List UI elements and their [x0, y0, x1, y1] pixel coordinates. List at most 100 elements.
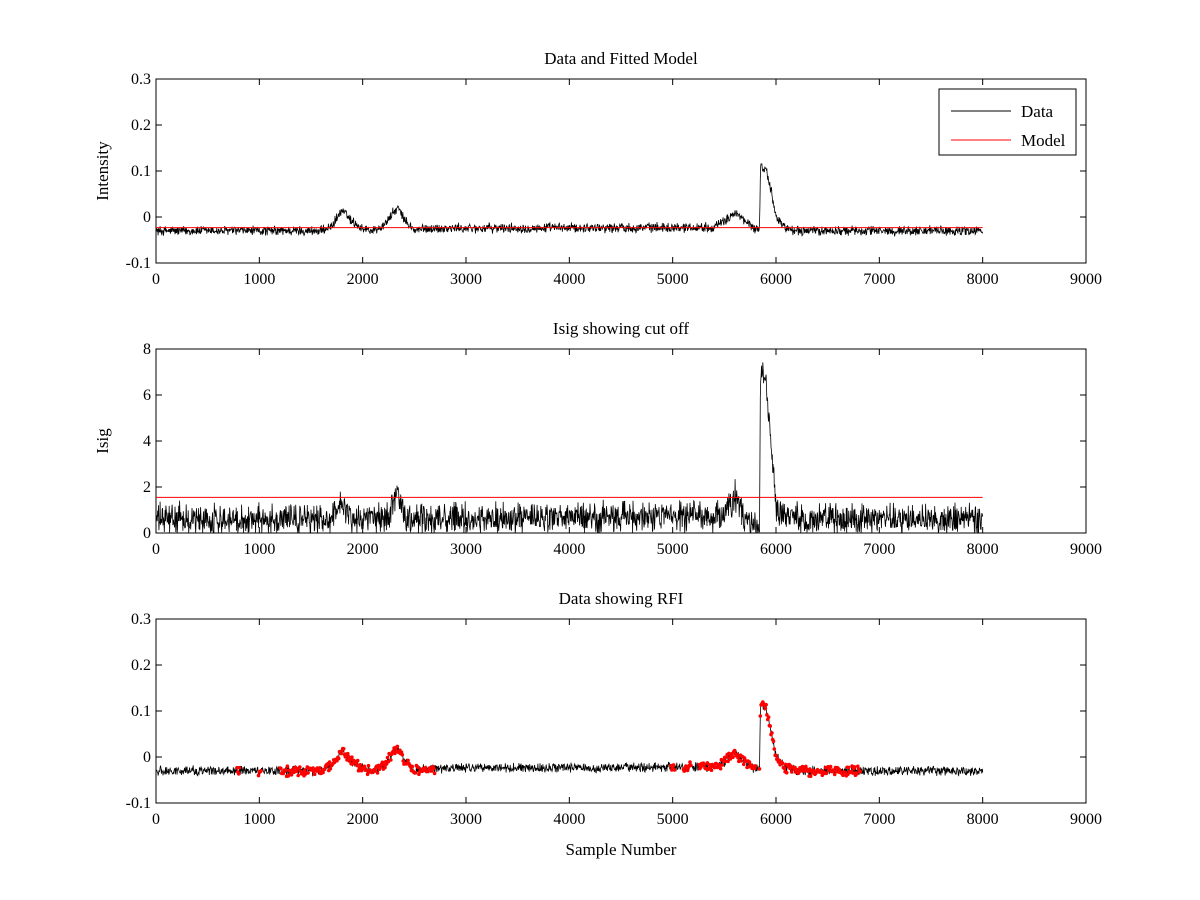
x-tick-label: 7000 [863, 271, 895, 288]
rfi-point [328, 766, 333, 771]
rfi-point [770, 731, 774, 735]
rfi-point [413, 771, 418, 775]
rfi-point [771, 739, 776, 743]
rfi-point [828, 764, 833, 769]
rfi-point [355, 758, 360, 763]
x-tick-label: 0 [152, 811, 160, 828]
rfi-point [296, 773, 301, 778]
rfi-point [753, 764, 758, 768]
x-tick-label: 5000 [657, 811, 689, 828]
rfi-point [855, 771, 859, 776]
x-tick-label: 0 [152, 541, 160, 558]
rfi-point [430, 769, 434, 773]
rfi-point [843, 770, 848, 775]
x-tick-label: 9000 [1070, 811, 1102, 828]
y-tick-label: 0 [143, 525, 151, 542]
chart-panel-3: Data showing RFI 0 1000 2000 3000 4000 5000 600… [126, 589, 1102, 859]
x-tick-label: 4000 [553, 811, 585, 828]
series-line-data [156, 362, 984, 533]
rfi-point [259, 769, 263, 773]
x-tick-label: 6000 [760, 271, 792, 288]
y-tick-label: 4 [143, 433, 151, 450]
rfi-point [336, 756, 341, 761]
x-tick-label: 4000 [553, 541, 585, 558]
rfi-point [768, 724, 772, 728]
rfi-point [366, 763, 371, 768]
x-tick-label: 9000 [1070, 541, 1102, 558]
rfi-point [358, 763, 363, 767]
rfi-point [720, 763, 725, 767]
rfi-point [808, 774, 813, 778]
rfi-point [303, 768, 307, 772]
rfi-point [689, 763, 693, 768]
rfi-point [346, 751, 350, 756]
rfi-point [682, 769, 686, 773]
rfi-point [279, 766, 283, 771]
rfi-point [389, 758, 393, 762]
rfi-point [832, 772, 837, 777]
rfi-point [766, 715, 771, 719]
y-tick-label: 0.3 [131, 611, 151, 628]
rfi-point [416, 765, 420, 770]
x-tick-label: 1000 [243, 811, 275, 828]
legend: Data Model [938, 88, 1077, 156]
rfi-point [742, 756, 747, 760]
rfi-point [772, 747, 777, 751]
rfi-point [235, 765, 239, 770]
x-tick-label: 2000 [347, 541, 379, 558]
rfi-point [322, 767, 327, 772]
rfi-point [410, 764, 415, 769]
rfi-point [385, 755, 390, 760]
rfi-point [782, 766, 787, 770]
rfi-point [758, 714, 763, 718]
x-tick-label: 9000 [1070, 271, 1102, 288]
rfi-point [432, 771, 437, 776]
x-tick-label: 6000 [760, 541, 792, 558]
rfi-point [846, 772, 850, 777]
rfi-point [289, 773, 294, 777]
rfi-point [672, 768, 677, 772]
x-tick-label: 2000 [347, 811, 379, 828]
chart-title: Isig showing cut off [553, 319, 689, 338]
rfi-point [764, 702, 768, 707]
rfi-point [285, 764, 290, 768]
x-tick-label: 2000 [347, 271, 379, 288]
rfi-point [357, 766, 362, 770]
rfi-point [735, 752, 739, 757]
chart-title: Data showing RFI [559, 589, 684, 608]
rfi-point [306, 771, 310, 775]
y-tick-label: 0.1 [131, 703, 151, 720]
y-tick-label: 0.2 [131, 117, 151, 134]
x-tick-label: 6000 [760, 811, 792, 828]
chart-panel-2: Isig showing cut off 0 1000 2000 3000 4000 500… [93, 319, 1102, 558]
rfi-point [236, 772, 241, 776]
rfi-point [742, 762, 746, 767]
rfi-point [256, 773, 261, 778]
rfi-point [739, 759, 744, 763]
y-tick-label: 0 [143, 209, 151, 226]
x-tick-label: 8000 [967, 271, 999, 288]
x-axis-label: Sample Number [566, 840, 677, 859]
rfi-point [858, 769, 863, 774]
legend-label: Model [1021, 131, 1066, 150]
x-tick-label: 5000 [657, 271, 689, 288]
x-tick-label: 7000 [863, 811, 895, 828]
x-tick-label: 3000 [450, 811, 482, 828]
rfi-point [284, 768, 288, 772]
x-tick-label: 0 [152, 271, 160, 288]
rfi-point [789, 769, 794, 774]
rfi-point [688, 760, 692, 764]
rfi-point [355, 763, 359, 768]
rfi-point [341, 747, 346, 751]
rfi-point [780, 761, 785, 765]
rfi-point [237, 765, 242, 770]
y-tick-label: 0.1 [131, 163, 151, 180]
rfi-point [824, 771, 829, 776]
rfi-point [763, 706, 768, 711]
rfi-point [685, 768, 690, 773]
rfi-point [718, 766, 723, 771]
rfi-point [784, 770, 789, 775]
rfi-point [731, 755, 735, 759]
y-tick-label: -0.1 [126, 795, 151, 812]
rfi-point [432, 766, 436, 771]
